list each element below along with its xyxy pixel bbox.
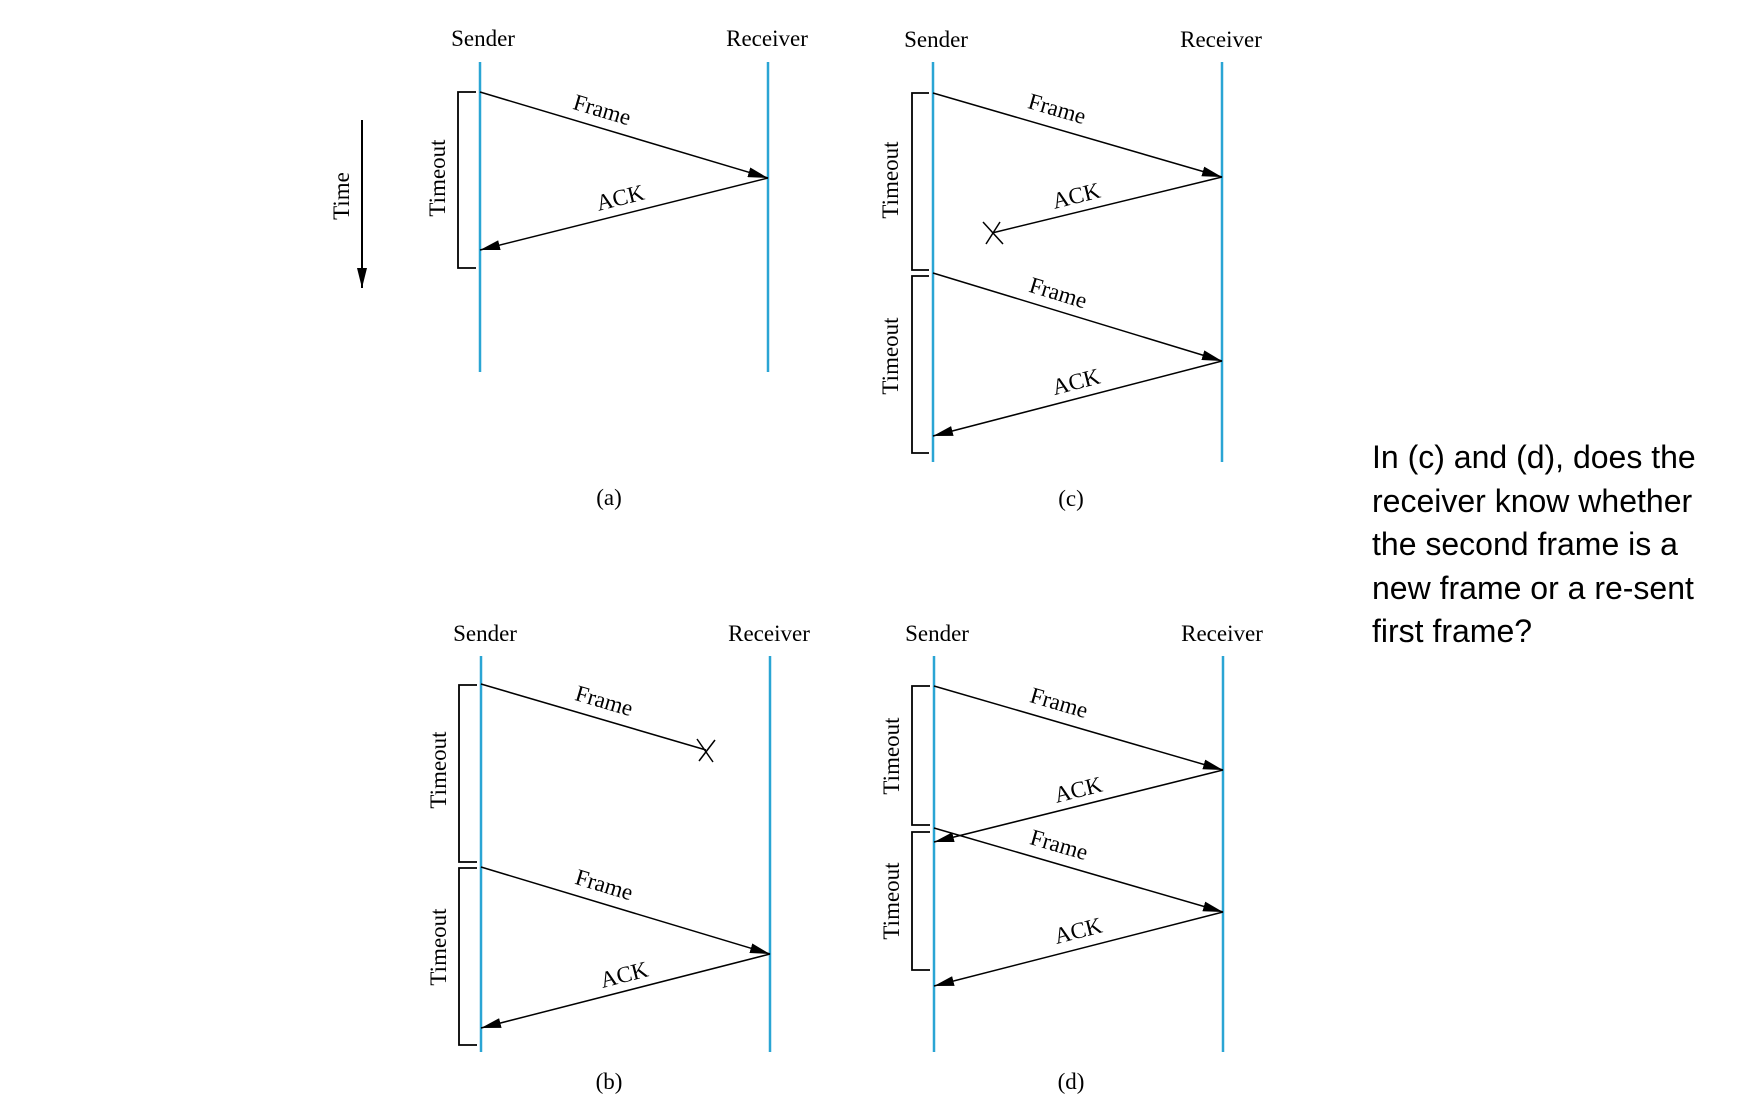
frame-label: Frame: [1027, 683, 1090, 723]
timeout-label: Timeout: [878, 317, 903, 395]
panel-caption: (c): [1058, 486, 1084, 511]
frame-arrow: [933, 827, 1224, 913]
sender-label: Sender: [453, 621, 517, 646]
sender-label: Sender: [904, 27, 968, 52]
time-axis: Time: [329, 120, 367, 288]
timeout-bracket: [911, 685, 930, 826]
frame-label: Frame: [1026, 272, 1089, 313]
panel-caption: (d): [1058, 1069, 1085, 1094]
timeout-label: Timeout: [878, 141, 903, 219]
time-label: Time: [329, 172, 354, 220]
receiver-label: Receiver: [726, 26, 808, 51]
ack-arrow-lost: [991, 176, 1223, 234]
sender-label: Sender: [451, 26, 515, 51]
sender-label: Sender: [905, 621, 969, 646]
timeout-bracket: [911, 831, 930, 971]
timeout-bracket: [458, 867, 477, 1046]
timeout-label: Timeout: [426, 908, 451, 986]
ack-arrow: [480, 953, 771, 1029]
ack-arrow: [933, 911, 1224, 987]
timeout-label: Timeout: [426, 731, 451, 809]
ack-arrow: [933, 769, 1224, 843]
receiver-label: Receiver: [728, 621, 810, 646]
frame-label: Frame: [572, 864, 635, 905]
panel-c: Sender Receiver Timeout Timeout Frame AC…: [878, 27, 1262, 511]
timeout-label: Timeout: [879, 862, 904, 940]
loss-mark: [696, 738, 716, 763]
panel-a: Sender Receiver Timeout Frame ACK (a): [425, 26, 808, 510]
frame-label: Frame: [570, 89, 633, 130]
panel-b: Sender Receiver Timeout Timeout Frame Fr…: [426, 621, 810, 1094]
ack-arrow: [479, 177, 769, 251]
timeout-label: Timeout: [425, 139, 450, 217]
ack-arrow: [932, 360, 1223, 437]
frame-arrow-lost: [480, 683, 707, 751]
panel-caption: (a): [596, 485, 622, 510]
frame-arrow: [932, 92, 1223, 178]
loss-mark: [982, 221, 1004, 245]
ack-label: ACK: [1052, 772, 1106, 808]
timeout-label: Timeout: [879, 717, 904, 795]
frame-label: Frame: [1027, 825, 1090, 865]
timeout-bracket: [911, 275, 929, 454]
panel-d: Sender Receiver Timeout Timeout Frame AC…: [879, 621, 1263, 1094]
frame-arrow: [933, 685, 1224, 771]
receiver-label: Receiver: [1181, 621, 1263, 646]
frame-arrow: [932, 272, 1223, 362]
timeout-bracket: [458, 684, 477, 863]
frame-label: Frame: [572, 681, 635, 722]
receiver-label: Receiver: [1180, 27, 1262, 52]
ack-label: ACK: [1052, 912, 1106, 948]
ack-label: ACK: [598, 956, 652, 992]
timeout-bracket: [457, 91, 476, 269]
frame-arrow: [479, 91, 769, 179]
timeout-bracket: [911, 92, 929, 271]
panel-caption: (b): [596, 1069, 623, 1094]
frame-arrow: [480, 866, 771, 955]
question-text: In (c) and (d), does the receiver know w…: [1372, 439, 1696, 649]
